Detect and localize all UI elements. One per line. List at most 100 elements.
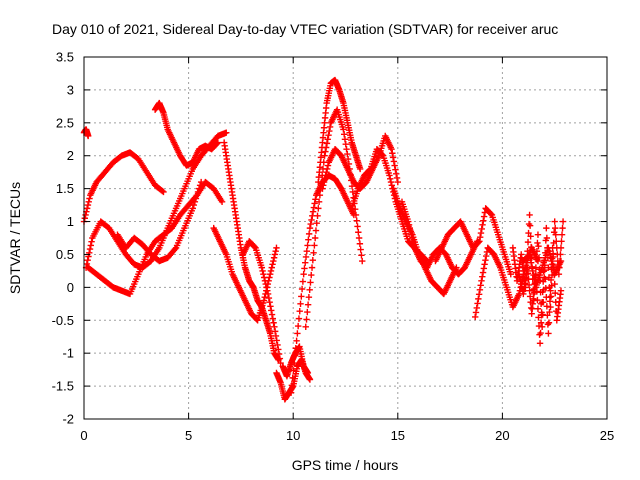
data-point-track bbox=[547, 254, 554, 261]
data-point-track bbox=[355, 229, 362, 236]
data-point-track bbox=[288, 382, 296, 389]
data-point bbox=[405, 218, 412, 225]
data-point-track bbox=[475, 238, 482, 246]
data-point-track bbox=[487, 210, 495, 218]
data-point-track bbox=[542, 284, 550, 292]
data-point-track bbox=[87, 242, 94, 249]
data-point bbox=[536, 340, 544, 347]
data-point-track bbox=[260, 274, 268, 281]
data-point-track bbox=[527, 255, 534, 262]
data-point-track bbox=[310, 249, 317, 257]
data-point bbox=[302, 323, 309, 331]
data-point-track bbox=[348, 182, 356, 190]
data-point-track bbox=[535, 314, 542, 321]
data-point bbox=[559, 218, 567, 225]
data-point-track bbox=[478, 225, 485, 233]
data-point-track bbox=[479, 273, 486, 280]
data-point-track bbox=[190, 201, 198, 209]
data-point-track bbox=[409, 238, 417, 245]
data-point-track bbox=[194, 188, 202, 196]
data-point-track bbox=[557, 244, 565, 252]
data-point-track bbox=[290, 367, 297, 374]
data-point bbox=[388, 145, 395, 153]
data-point-track bbox=[304, 242, 311, 249]
x-tick-label: 5 bbox=[185, 428, 192, 443]
data-point-track bbox=[552, 231, 559, 238]
series-sat-i bbox=[239, 238, 284, 367]
data-point-track bbox=[482, 252, 490, 260]
series-sat-w bbox=[520, 244, 565, 291]
data-point-track bbox=[534, 296, 541, 304]
data-point-track bbox=[473, 304, 480, 312]
data-point-track bbox=[272, 247, 279, 255]
data-point-track bbox=[344, 150, 351, 158]
data-point-track bbox=[389, 150, 396, 157]
data-point-track bbox=[548, 257, 555, 265]
data-point-track bbox=[270, 257, 277, 265]
data-point-track bbox=[476, 233, 484, 241]
y-tick-label: 2 bbox=[67, 148, 74, 163]
data-point-track bbox=[312, 196, 319, 203]
data-point bbox=[304, 369, 312, 377]
data-point-track bbox=[306, 286, 313, 294]
data-point-track bbox=[482, 257, 489, 264]
x-tick-label: 0 bbox=[80, 428, 87, 443]
data-point-track bbox=[342, 141, 349, 148]
data-point bbox=[524, 264, 531, 271]
data-point-track bbox=[321, 175, 329, 182]
data-point-track bbox=[326, 123, 334, 131]
data-point-track bbox=[297, 300, 304, 308]
x-tick-label: 25 bbox=[600, 428, 614, 443]
data-point-track bbox=[196, 182, 204, 189]
data-point-track bbox=[349, 188, 357, 196]
data-point-track bbox=[299, 278, 307, 285]
data-point bbox=[300, 271, 307, 278]
data-point-track bbox=[366, 166, 374, 173]
y-tick-label: -0.5 bbox=[52, 313, 74, 328]
data-point-track bbox=[539, 288, 546, 296]
data-point bbox=[277, 359, 284, 367]
data-point-track bbox=[526, 222, 534, 229]
x-tick-label: 10 bbox=[286, 428, 300, 443]
data-point bbox=[260, 297, 268, 304]
data-point-track bbox=[325, 131, 332, 139]
data-point-track bbox=[387, 178, 395, 186]
data-point bbox=[294, 330, 301, 337]
data-point-track bbox=[326, 127, 333, 135]
data-point-track bbox=[547, 276, 555, 284]
data-point-track bbox=[531, 275, 538, 283]
data-point bbox=[543, 224, 550, 232]
data-point-track bbox=[192, 195, 200, 202]
data-point-track bbox=[356, 240, 364, 247]
data-point-track bbox=[547, 287, 554, 294]
data-point-track bbox=[543, 234, 551, 242]
data-point-track bbox=[304, 301, 312, 308]
data-point bbox=[271, 323, 278, 331]
series-sat-f bbox=[80, 126, 92, 140]
data-point-track bbox=[262, 280, 269, 288]
data-point-track bbox=[291, 359, 298, 367]
data-point bbox=[197, 178, 205, 186]
data-point-track bbox=[269, 261, 276, 268]
data-point-track bbox=[340, 131, 348, 138]
y-tick-label: 1 bbox=[67, 214, 74, 229]
data-point-track bbox=[263, 284, 270, 291]
data-points bbox=[80, 76, 567, 403]
data-point-track bbox=[546, 251, 554, 258]
data-point-track bbox=[525, 229, 532, 237]
data-point-track bbox=[542, 275, 549, 283]
data-point-track bbox=[311, 242, 318, 249]
data-point-track bbox=[389, 154, 397, 161]
data-point-track bbox=[558, 231, 566, 238]
y-tick-label: 0 bbox=[67, 280, 74, 295]
data-point-track bbox=[267, 267, 275, 275]
data-point-track bbox=[474, 300, 481, 307]
data-point bbox=[557, 287, 565, 294]
data-point-track bbox=[305, 230, 313, 238]
data-point-track bbox=[480, 217, 487, 224]
data-point-track bbox=[302, 259, 309, 266]
data-point-track bbox=[549, 261, 556, 268]
data-point-track bbox=[292, 345, 300, 352]
data-point-track bbox=[530, 271, 537, 279]
